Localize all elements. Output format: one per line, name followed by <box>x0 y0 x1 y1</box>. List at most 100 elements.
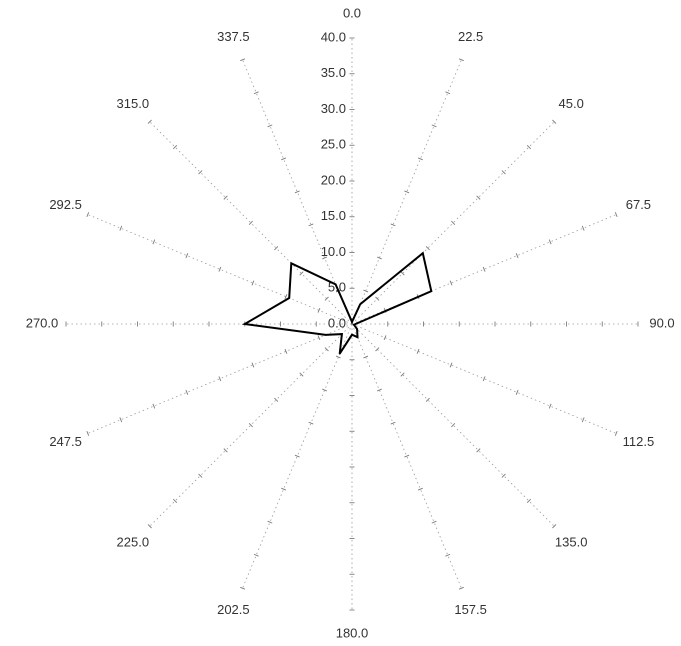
spoke-tick <box>458 586 464 590</box>
spoke-tick <box>614 212 618 218</box>
radial-tick-label: 20.0 <box>321 172 346 187</box>
spoke-tick <box>451 423 456 428</box>
spoke-tick <box>501 473 506 478</box>
spoke-tick <box>581 417 585 423</box>
spoke-tick <box>526 144 532 150</box>
spoke-tick <box>322 388 328 392</box>
spoke-tick <box>248 220 253 225</box>
spoke-tick <box>376 256 382 260</box>
spoke-tick <box>515 253 519 259</box>
spoke-tick <box>431 124 437 128</box>
spoke-tick <box>185 253 189 259</box>
spoke-tick <box>375 347 380 352</box>
spoke-tick <box>248 423 253 428</box>
radial-tick-label: 10.0 <box>321 244 346 259</box>
spoke-tick <box>482 266 486 272</box>
spoke-tick <box>172 144 178 150</box>
radial-tick-label: 30.0 <box>321 101 346 116</box>
spoke-tick <box>172 498 178 504</box>
direction-label: 45.0 <box>559 96 584 111</box>
spoke-tick <box>152 403 156 409</box>
spoke-tick <box>253 91 259 95</box>
spoke-tick <box>501 170 506 175</box>
series-point <box>430 290 433 293</box>
spoke-tick <box>240 586 246 590</box>
direction-label: 67.5 <box>626 197 651 212</box>
direction-label: 90.0 <box>649 315 674 330</box>
chart-series <box>241 251 433 355</box>
spoke-tick <box>218 376 222 382</box>
spoke-tick <box>335 355 341 359</box>
spoke-tick <box>400 271 405 276</box>
spoke-tick <box>476 195 481 200</box>
direction-label: 0.0 <box>343 5 361 20</box>
spoke-tick <box>274 397 279 402</box>
series-point <box>288 297 291 299</box>
series-point <box>341 333 343 335</box>
spoke-tick <box>417 487 423 491</box>
spoke-tick <box>552 524 557 529</box>
spoke-tick <box>445 91 451 95</box>
direction-label: 180.0 <box>336 625 369 640</box>
spoke-tick <box>223 195 228 200</box>
spoke-tick <box>253 553 259 557</box>
spoke-tick <box>417 157 423 161</box>
spoke-tick <box>119 225 123 231</box>
spoke-tick <box>152 239 156 245</box>
direction-label: 112.5 <box>623 434 655 449</box>
spoke-tick <box>449 280 453 286</box>
spoke-tick <box>185 389 189 395</box>
series-point <box>338 352 341 355</box>
radial-tick-label: 40.0 <box>321 29 346 44</box>
spoke-tick <box>294 190 300 194</box>
series-point <box>351 321 353 323</box>
chart-spokes <box>65 37 639 611</box>
spoke-tick <box>86 212 90 218</box>
series-point <box>334 283 337 286</box>
direction-label: 292.5 <box>49 197 82 212</box>
spoke-tick <box>363 355 369 359</box>
radial-tick-label: 0.0 <box>328 315 346 330</box>
spoke-tick <box>548 239 552 245</box>
spoke-tick <box>284 294 288 300</box>
spoke-tick <box>425 397 430 402</box>
series-point <box>244 323 246 325</box>
spoke-tick <box>218 266 222 272</box>
spoke-tick <box>299 372 304 377</box>
series-line-0 <box>241 251 433 355</box>
spoke-tick <box>404 454 410 458</box>
radial-tick-label: 15.0 <box>321 208 346 223</box>
radial-tick-label: 25.0 <box>321 137 346 152</box>
radial-tick-label: 35.0 <box>321 65 346 80</box>
spoke-tick <box>449 362 453 368</box>
spoke-tick <box>390 421 396 425</box>
spoke-tick <box>198 170 203 175</box>
spoke-tick <box>198 473 203 478</box>
direction-label: 270.0 <box>26 315 59 330</box>
series-point <box>356 336 359 339</box>
direction-label: 225.0 <box>117 535 150 550</box>
spoke-tick <box>308 223 314 227</box>
spoke-tick <box>383 335 387 341</box>
series-point <box>356 328 358 330</box>
direction-label: 315.0 <box>117 96 150 111</box>
spoke-tick <box>322 256 328 260</box>
spoke-tick <box>390 223 396 227</box>
spoke-tick <box>363 289 369 293</box>
direction-label: 135.0 <box>555 535 588 550</box>
spoke-tick <box>284 348 288 354</box>
spoke-tick <box>431 520 437 524</box>
series-point <box>354 323 357 325</box>
series-point <box>290 262 293 265</box>
series-point <box>324 334 327 336</box>
spoke-tick <box>281 487 287 491</box>
spoke-tick <box>147 524 152 529</box>
spoke-tick <box>119 417 123 423</box>
direction-label: 337.5 <box>217 29 250 44</box>
spoke-tick <box>223 448 228 453</box>
spoke-tick <box>281 157 287 161</box>
series-point <box>351 333 353 336</box>
spoke-tick <box>267 520 273 524</box>
direction-label: 157.5 <box>454 602 487 617</box>
